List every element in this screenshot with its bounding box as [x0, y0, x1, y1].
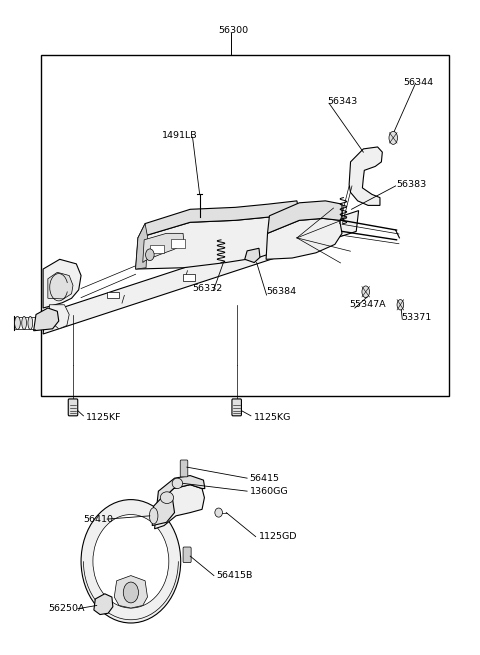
Polygon shape — [267, 201, 342, 233]
Polygon shape — [43, 259, 81, 308]
Polygon shape — [43, 211, 359, 334]
Text: 1491LB: 1491LB — [162, 132, 197, 140]
Text: 1360GG: 1360GG — [250, 487, 288, 496]
Ellipse shape — [362, 286, 370, 297]
Bar — [150, 245, 164, 253]
Bar — [171, 239, 185, 248]
Polygon shape — [49, 305, 69, 329]
Text: 56383: 56383 — [396, 180, 427, 189]
Text: 55347A: 55347A — [349, 300, 386, 309]
Polygon shape — [245, 248, 260, 263]
Text: 56415: 56415 — [250, 474, 279, 483]
Text: 53371: 53371 — [401, 313, 432, 322]
Bar — [41, 55, 449, 396]
Ellipse shape — [389, 132, 397, 144]
Text: 56332: 56332 — [192, 284, 223, 293]
Ellipse shape — [81, 500, 180, 623]
Polygon shape — [34, 308, 59, 331]
Text: 56343: 56343 — [328, 97, 358, 106]
Bar — [107, 291, 119, 298]
Text: 56415B: 56415B — [216, 571, 252, 580]
Ellipse shape — [149, 508, 158, 524]
FancyBboxPatch shape — [232, 399, 241, 416]
Ellipse shape — [215, 508, 222, 517]
Polygon shape — [114, 576, 147, 608]
Text: 1125KF: 1125KF — [86, 413, 121, 422]
Text: 56344: 56344 — [404, 77, 434, 86]
Polygon shape — [157, 476, 205, 504]
FancyBboxPatch shape — [180, 460, 188, 477]
FancyBboxPatch shape — [68, 399, 78, 416]
Text: 1125GD: 1125GD — [259, 532, 298, 541]
Bar — [183, 274, 195, 281]
Circle shape — [123, 582, 138, 603]
Ellipse shape — [22, 316, 26, 329]
Ellipse shape — [28, 316, 33, 329]
Text: 56384: 56384 — [266, 288, 296, 296]
Polygon shape — [136, 215, 300, 269]
Polygon shape — [152, 498, 175, 525]
Polygon shape — [155, 485, 204, 529]
Polygon shape — [349, 147, 383, 206]
FancyBboxPatch shape — [183, 547, 191, 563]
Text: 56250A: 56250A — [48, 604, 84, 613]
Ellipse shape — [160, 492, 174, 504]
Text: 56300: 56300 — [219, 26, 249, 35]
Ellipse shape — [397, 299, 404, 310]
Polygon shape — [143, 233, 184, 263]
Text: 56410: 56410 — [84, 515, 113, 523]
Polygon shape — [138, 201, 300, 238]
Polygon shape — [48, 272, 73, 299]
Ellipse shape — [172, 478, 182, 489]
Polygon shape — [266, 218, 342, 259]
Circle shape — [145, 249, 154, 261]
Ellipse shape — [93, 515, 169, 608]
Ellipse shape — [14, 316, 20, 329]
Polygon shape — [136, 223, 147, 269]
Text: 1125KG: 1125KG — [254, 413, 292, 422]
Polygon shape — [94, 594, 113, 614]
